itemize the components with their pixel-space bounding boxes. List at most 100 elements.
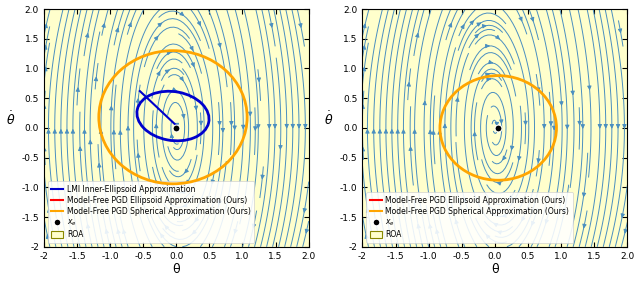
FancyArrowPatch shape [44, 46, 47, 49]
Legend: LMI Inner-Ellipsoid Approximation, Model-Free PGD Ellipsoid Approximation (Ours): LMI Inner-Ellipsoid Approximation, Model… [47, 181, 255, 243]
FancyArrowPatch shape [583, 224, 586, 228]
FancyArrowPatch shape [624, 229, 627, 233]
FancyArrowPatch shape [128, 23, 131, 27]
FancyArrowPatch shape [154, 36, 158, 40]
FancyArrowPatch shape [53, 130, 56, 133]
FancyArrowPatch shape [79, 147, 82, 151]
FancyArrowPatch shape [532, 221, 534, 225]
FancyArrowPatch shape [566, 125, 569, 128]
FancyArrowPatch shape [502, 156, 506, 160]
FancyArrowPatch shape [616, 125, 620, 128]
FancyArrowPatch shape [362, 46, 365, 49]
FancyArrowPatch shape [65, 130, 68, 133]
FancyArrowPatch shape [199, 121, 203, 125]
FancyArrowPatch shape [487, 78, 490, 81]
FancyArrowPatch shape [415, 34, 419, 37]
FancyArrowPatch shape [509, 196, 513, 199]
FancyArrowPatch shape [195, 218, 198, 221]
FancyArrowPatch shape [157, 72, 160, 75]
FancyArrowPatch shape [498, 231, 502, 234]
FancyArrowPatch shape [429, 224, 432, 228]
FancyArrowPatch shape [588, 86, 591, 89]
FancyArrowPatch shape [181, 190, 185, 193]
FancyArrowPatch shape [269, 23, 273, 27]
FancyArrowPatch shape [486, 235, 490, 238]
FancyArrowPatch shape [524, 121, 527, 125]
FancyArrowPatch shape [432, 131, 435, 134]
FancyArrowPatch shape [185, 169, 188, 173]
FancyArrowPatch shape [116, 28, 119, 32]
FancyArrowPatch shape [198, 21, 200, 25]
FancyArrowPatch shape [621, 214, 625, 217]
FancyArrowPatch shape [47, 130, 50, 133]
FancyArrowPatch shape [378, 130, 381, 133]
FancyArrowPatch shape [218, 122, 221, 125]
FancyArrowPatch shape [172, 88, 176, 91]
FancyArrowPatch shape [257, 78, 260, 81]
FancyArrowPatch shape [161, 234, 164, 238]
FancyArrowPatch shape [502, 214, 506, 217]
FancyArrowPatch shape [511, 146, 514, 149]
FancyArrowPatch shape [461, 25, 464, 29]
Legend: Model-Free PGD Ellipsoid Approximation (Ours), Model-Free PGD Spherical Approxim: Model-Free PGD Ellipsoid Approximation (… [366, 192, 573, 243]
FancyArrowPatch shape [531, 17, 534, 21]
FancyArrowPatch shape [230, 122, 233, 125]
FancyArrowPatch shape [522, 217, 525, 221]
FancyArrowPatch shape [402, 130, 405, 133]
FancyArrowPatch shape [578, 121, 581, 125]
FancyArrowPatch shape [126, 127, 130, 130]
FancyArrowPatch shape [165, 70, 169, 73]
FancyArrowPatch shape [183, 204, 187, 207]
FancyArrowPatch shape [618, 29, 621, 32]
FancyArrowPatch shape [60, 130, 63, 133]
FancyArrowPatch shape [285, 124, 289, 128]
FancyArrowPatch shape [390, 130, 394, 133]
FancyArrowPatch shape [581, 125, 584, 128]
FancyArrowPatch shape [94, 77, 97, 81]
FancyArrowPatch shape [193, 230, 196, 234]
FancyArrowPatch shape [167, 51, 171, 55]
FancyArrowPatch shape [233, 126, 236, 129]
FancyArrowPatch shape [303, 124, 307, 128]
FancyArrowPatch shape [486, 44, 489, 48]
Y-axis label: $\dot{\theta}$: $\dot{\theta}$ [324, 110, 333, 128]
FancyArrowPatch shape [46, 235, 49, 239]
FancyArrowPatch shape [170, 134, 173, 138]
FancyArrowPatch shape [299, 24, 302, 27]
FancyArrowPatch shape [44, 24, 47, 28]
FancyArrowPatch shape [291, 124, 294, 128]
FancyArrowPatch shape [409, 147, 412, 150]
Y-axis label: $\dot{\theta}$: $\dot{\theta}$ [6, 110, 15, 128]
FancyArrowPatch shape [366, 209, 370, 212]
FancyArrowPatch shape [105, 230, 108, 233]
FancyArrowPatch shape [610, 124, 614, 128]
FancyArrowPatch shape [363, 24, 366, 28]
FancyArrowPatch shape [456, 98, 459, 101]
FancyArrowPatch shape [137, 154, 140, 157]
FancyArrowPatch shape [241, 125, 245, 129]
FancyArrowPatch shape [362, 147, 365, 151]
FancyArrowPatch shape [117, 230, 120, 233]
FancyArrowPatch shape [248, 112, 252, 115]
FancyArrowPatch shape [423, 101, 426, 105]
FancyArrowPatch shape [221, 128, 225, 132]
FancyArrowPatch shape [252, 224, 255, 228]
FancyArrowPatch shape [372, 130, 376, 133]
FancyArrowPatch shape [136, 99, 140, 102]
FancyArrowPatch shape [443, 124, 447, 128]
FancyArrowPatch shape [365, 235, 368, 239]
FancyArrowPatch shape [483, 25, 486, 28]
FancyArrowPatch shape [362, 67, 365, 71]
FancyArrowPatch shape [543, 125, 546, 128]
FancyArrowPatch shape [303, 208, 307, 212]
FancyArrowPatch shape [438, 131, 441, 134]
FancyArrowPatch shape [261, 175, 264, 179]
FancyArrowPatch shape [156, 181, 159, 184]
FancyArrowPatch shape [102, 24, 105, 27]
FancyArrowPatch shape [366, 130, 369, 133]
FancyArrowPatch shape [500, 120, 503, 123]
FancyArrowPatch shape [218, 43, 221, 47]
FancyArrowPatch shape [190, 47, 193, 50]
FancyArrowPatch shape [182, 114, 185, 118]
FancyArrowPatch shape [571, 91, 574, 94]
